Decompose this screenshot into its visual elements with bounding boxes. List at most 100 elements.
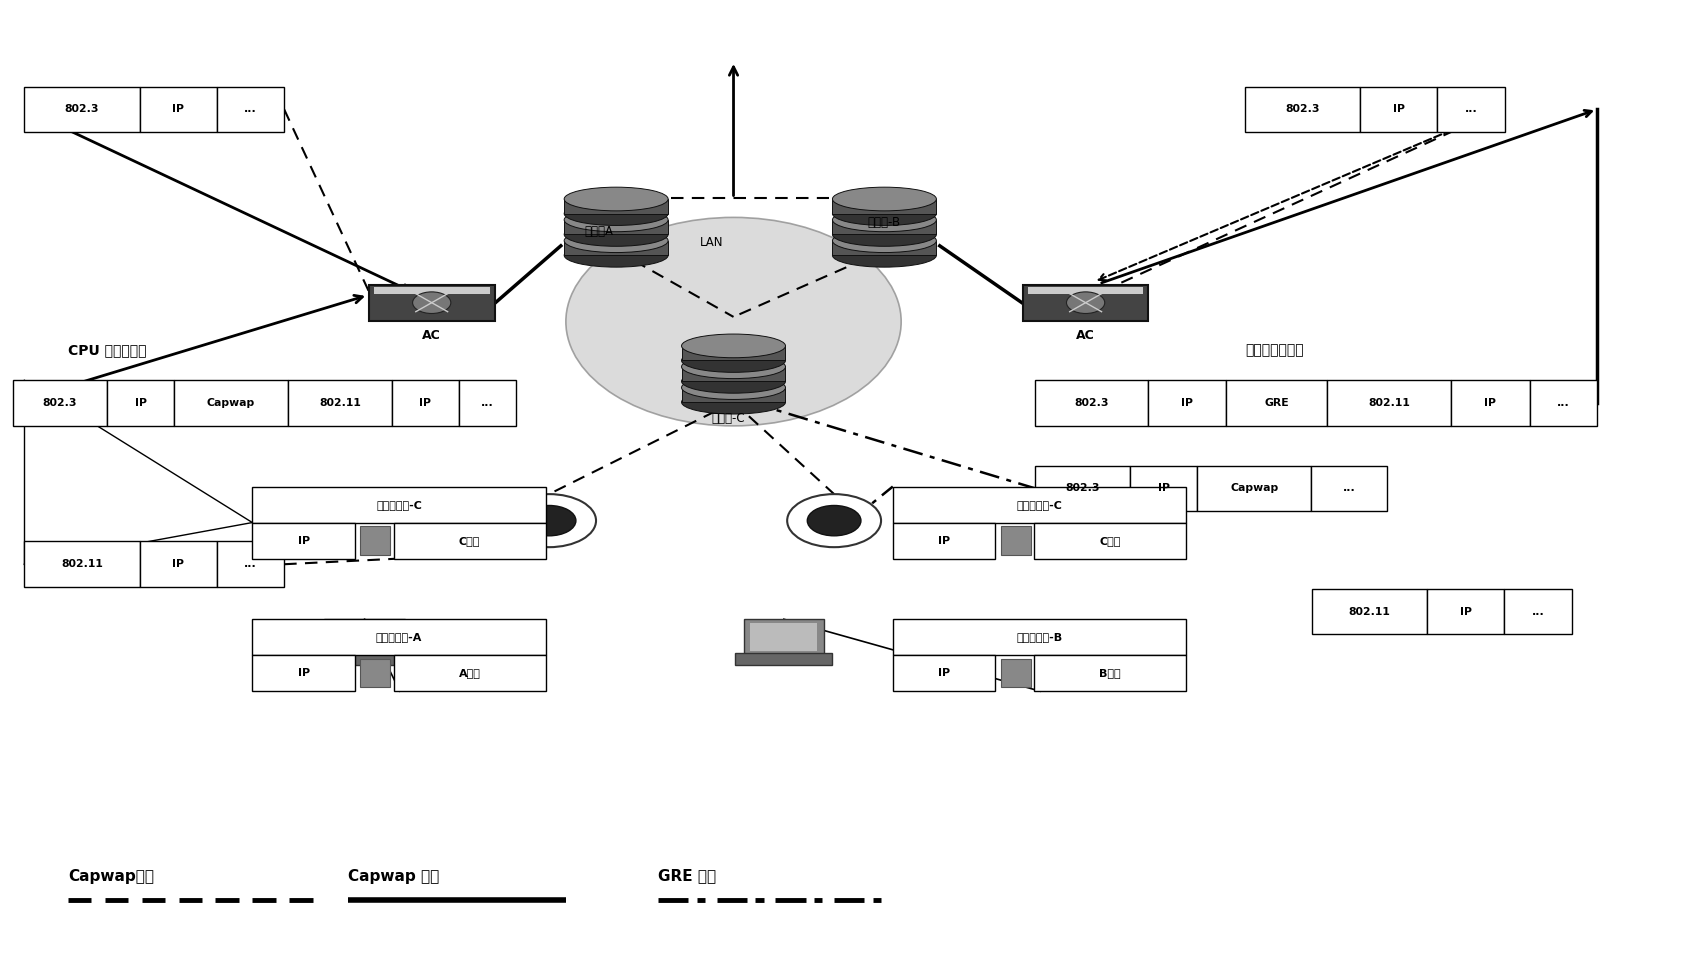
Ellipse shape	[681, 349, 785, 372]
Bar	[12, 380, 108, 425]
Text: 802.11: 802.11	[1348, 607, 1390, 617]
Bar	[24, 87, 140, 132]
Bar	[681, 387, 785, 402]
Circle shape	[1058, 506, 1112, 535]
Bar	[1313, 589, 1427, 635]
Bar	[735, 653, 832, 664]
Text: 网关路由器-B: 网关路由器-B	[1016, 632, 1063, 642]
Text: AC: AC	[1077, 330, 1095, 342]
Bar	[1328, 380, 1451, 425]
Bar	[1001, 659, 1031, 687]
Bar	[1028, 287, 1144, 294]
Text: B网段: B网段	[1099, 668, 1121, 678]
Bar	[1437, 87, 1505, 132]
Text: Capwap: Capwap	[1230, 484, 1279, 493]
Bar	[1001, 527, 1031, 554]
Bar	[458, 380, 516, 425]
Bar	[253, 487, 546, 523]
Text: 802.3: 802.3	[1286, 104, 1319, 115]
Bar	[893, 655, 996, 691]
Circle shape	[413, 292, 452, 314]
Circle shape	[787, 494, 881, 547]
Ellipse shape	[681, 369, 785, 393]
Bar	[253, 655, 356, 691]
Circle shape	[522, 506, 576, 535]
Bar	[374, 287, 490, 294]
Ellipse shape	[832, 244, 937, 267]
Bar	[681, 367, 785, 381]
Bar	[1451, 380, 1530, 425]
Bar	[1311, 466, 1387, 511]
Text: GRE: GRE	[1264, 398, 1289, 408]
Bar	[393, 380, 458, 425]
Bar	[832, 199, 937, 213]
Circle shape	[502, 494, 596, 547]
Text: 路由器A: 路由器A	[585, 225, 613, 238]
Text: GRE 转发: GRE 转发	[659, 869, 716, 883]
Bar	[394, 523, 546, 558]
Bar	[108, 380, 174, 425]
Ellipse shape	[832, 228, 937, 252]
Bar	[1360, 87, 1437, 132]
Circle shape	[1038, 494, 1132, 547]
Bar	[832, 220, 937, 234]
Bar	[24, 541, 140, 587]
Text: AC: AC	[423, 330, 441, 342]
Text: 芯片加、解封装: 芯片加、解封装	[1245, 343, 1304, 357]
Bar	[1227, 380, 1328, 425]
Circle shape	[1067, 292, 1105, 314]
Bar	[564, 220, 669, 234]
Text: ...: ...	[1464, 104, 1478, 115]
Ellipse shape	[564, 187, 669, 211]
Bar	[681, 346, 785, 360]
Bar	[140, 87, 217, 132]
Text: 网关路由器-A: 网关路由器-A	[376, 632, 423, 642]
Text: 802.3: 802.3	[42, 398, 78, 408]
Text: 网关路由器-C: 网关路由器-C	[1016, 500, 1063, 510]
Text: IP: IP	[939, 668, 950, 678]
Text: ...: ...	[480, 398, 494, 408]
Ellipse shape	[564, 244, 669, 267]
Bar	[317, 653, 413, 664]
Bar	[1530, 380, 1597, 425]
Text: C网段: C网段	[1099, 535, 1121, 546]
Bar	[217, 541, 285, 587]
Bar	[1196, 466, 1311, 511]
Bar	[1035, 523, 1186, 558]
Bar	[325, 619, 404, 655]
Text: IP: IP	[135, 398, 147, 408]
Bar	[1245, 87, 1360, 132]
Ellipse shape	[832, 202, 937, 226]
Text: 802.3: 802.3	[1075, 398, 1109, 408]
Ellipse shape	[832, 187, 937, 211]
Text: 802.11: 802.11	[1368, 398, 1410, 408]
Bar	[288, 380, 393, 425]
Circle shape	[807, 506, 861, 535]
Text: Capwap 转发: Capwap 转发	[347, 869, 440, 883]
Ellipse shape	[564, 228, 669, 252]
Text: IP: IP	[1393, 104, 1405, 115]
Bar	[1035, 380, 1147, 425]
Text: ...: ...	[1532, 607, 1545, 617]
Bar	[893, 523, 996, 558]
Bar	[174, 380, 288, 425]
Bar	[1035, 466, 1131, 511]
Text: IP: IP	[1484, 398, 1496, 408]
Text: LAN: LAN	[699, 236, 723, 250]
Text: 802.11: 802.11	[61, 559, 103, 569]
Bar	[1505, 589, 1572, 635]
Text: Capwap: Capwap	[207, 398, 254, 408]
Bar	[1131, 466, 1196, 511]
Text: C网段: C网段	[458, 535, 480, 546]
Bar	[394, 655, 546, 691]
Text: CPU 加、解封装: CPU 加、解封装	[67, 343, 147, 357]
Text: 路由器-B: 路由器-B	[868, 216, 901, 228]
Text: 网关路由器-C: 网关路由器-C	[376, 500, 421, 510]
Text: 802.3: 802.3	[1065, 484, 1100, 493]
Ellipse shape	[564, 208, 669, 231]
Text: Capwap控制: Capwap控制	[67, 869, 153, 883]
Bar	[893, 487, 1186, 523]
Text: IP: IP	[939, 535, 950, 546]
Bar	[893, 619, 1186, 655]
Bar	[217, 87, 285, 132]
